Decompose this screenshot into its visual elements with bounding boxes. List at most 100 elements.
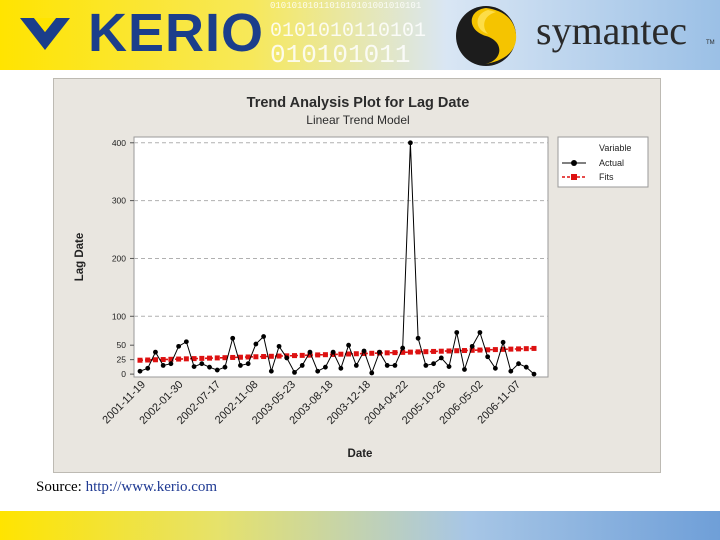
fits-point bbox=[268, 353, 274, 359]
chart-panel: Trend Analysis Plot for Lag Date Linear … bbox=[53, 78, 661, 473]
fits-point bbox=[299, 352, 305, 358]
x-axis-ticks: 2001-11-192002-01-302002-07-172002-11-08… bbox=[100, 379, 523, 427]
actual-point bbox=[485, 354, 491, 360]
fits-point bbox=[191, 356, 197, 362]
actual-point bbox=[523, 364, 529, 370]
actual-point bbox=[253, 341, 259, 347]
actual-point bbox=[516, 361, 521, 367]
actual-point bbox=[330, 349, 336, 355]
fits-point bbox=[237, 354, 243, 360]
actual-point bbox=[369, 370, 375, 376]
fits-point bbox=[407, 349, 413, 355]
fits-point bbox=[461, 348, 467, 354]
fits-point bbox=[152, 357, 158, 363]
actual-point bbox=[500, 339, 506, 345]
fits-point bbox=[392, 350, 398, 356]
binary-line-1: 0101010101101010101001010101 bbox=[270, 1, 422, 11]
fits-point bbox=[353, 351, 359, 357]
legend-actual-label: Actual bbox=[599, 158, 624, 168]
plot-area bbox=[133, 136, 549, 378]
fits-point bbox=[214, 355, 220, 361]
fits-point bbox=[469, 347, 475, 353]
chart-title: Trend Analysis Plot for Lag Date bbox=[247, 95, 470, 111]
actual-point bbox=[268, 368, 274, 374]
actual-point bbox=[292, 369, 297, 375]
actual-point bbox=[176, 343, 182, 349]
actual-point bbox=[145, 365, 151, 371]
fits-point bbox=[292, 353, 298, 359]
y-tick-label: 300 bbox=[112, 196, 126, 206]
symantec-logo: symantec bbox=[536, 8, 688, 53]
legend-actual-marker bbox=[571, 160, 577, 166]
actual-point bbox=[168, 361, 174, 367]
fits-point bbox=[346, 351, 352, 357]
actual-point bbox=[392, 363, 398, 368]
y-axis-label: Lag Date bbox=[74, 233, 86, 282]
actual-point bbox=[477, 330, 483, 335]
actual-point bbox=[207, 364, 212, 370]
trademark-mark: TM bbox=[706, 40, 715, 46]
fits-point bbox=[384, 350, 390, 356]
actual-point bbox=[137, 368, 143, 374]
fits-point bbox=[423, 349, 429, 355]
fits-point bbox=[168, 356, 174, 362]
actual-point bbox=[531, 371, 537, 377]
actual-point bbox=[299, 363, 305, 368]
y-axis-ticks: 0 25 50 100 200 300 400 bbox=[112, 138, 134, 379]
fits-point bbox=[361, 351, 367, 357]
fits-point bbox=[492, 347, 498, 353]
actual-point bbox=[438, 355, 444, 361]
actual-point bbox=[353, 363, 359, 368]
fits-point bbox=[315, 352, 321, 358]
actual-point bbox=[230, 335, 236, 341]
fits-series bbox=[137, 345, 537, 363]
actual-point bbox=[361, 348, 367, 354]
source-prefix: Source: bbox=[36, 479, 86, 495]
fits-point bbox=[400, 349, 406, 355]
actual-point bbox=[276, 343, 282, 349]
fits-point bbox=[253, 354, 259, 360]
actual-point bbox=[508, 368, 514, 374]
fits-point bbox=[276, 353, 282, 359]
actual-point bbox=[423, 363, 429, 368]
fits-point bbox=[431, 348, 437, 354]
fits-point bbox=[230, 354, 236, 360]
binary-line-3: 010101011 bbox=[270, 40, 411, 70]
x-axis-label: Date bbox=[348, 448, 373, 460]
actual-point bbox=[346, 342, 351, 348]
source-citation: Source: http://www.kerio.com bbox=[36, 479, 217, 496]
chart-subtitle: Linear Trend Model bbox=[306, 113, 409, 127]
actual-point bbox=[284, 355, 290, 361]
fits-point bbox=[454, 348, 460, 354]
actual-point bbox=[384, 363, 390, 368]
legend: Variable Actual Fits bbox=[557, 136, 649, 188]
legend-fits-marker bbox=[571, 174, 577, 180]
fits-point bbox=[137, 357, 143, 363]
actual-point bbox=[492, 365, 498, 371]
gridlines bbox=[134, 142, 548, 317]
fits-point bbox=[176, 356, 182, 362]
actual-point bbox=[245, 361, 251, 367]
actual-point bbox=[214, 367, 220, 373]
fits-point bbox=[508, 346, 514, 352]
fits-point bbox=[446, 348, 452, 354]
actual-point bbox=[454, 330, 460, 335]
fits-point bbox=[516, 346, 522, 352]
actual-point bbox=[183, 339, 189, 345]
fits-point bbox=[261, 354, 267, 360]
actual-line bbox=[139, 142, 535, 375]
actual-point bbox=[191, 364, 197, 369]
fits-point bbox=[485, 347, 491, 353]
actual-point bbox=[446, 364, 452, 369]
fits-point bbox=[415, 349, 421, 355]
y-tick-label: 200 bbox=[112, 253, 126, 263]
fits-point bbox=[523, 346, 529, 352]
actual-point bbox=[153, 349, 158, 355]
source-link[interactable]: http://www.kerio.com bbox=[85, 479, 218, 495]
actual-point bbox=[222, 364, 228, 370]
footer-band bbox=[0, 511, 720, 540]
fits-line bbox=[139, 347, 535, 362]
actual-point bbox=[261, 334, 267, 339]
fits-point bbox=[199, 355, 205, 361]
actual-point bbox=[323, 364, 328, 370]
